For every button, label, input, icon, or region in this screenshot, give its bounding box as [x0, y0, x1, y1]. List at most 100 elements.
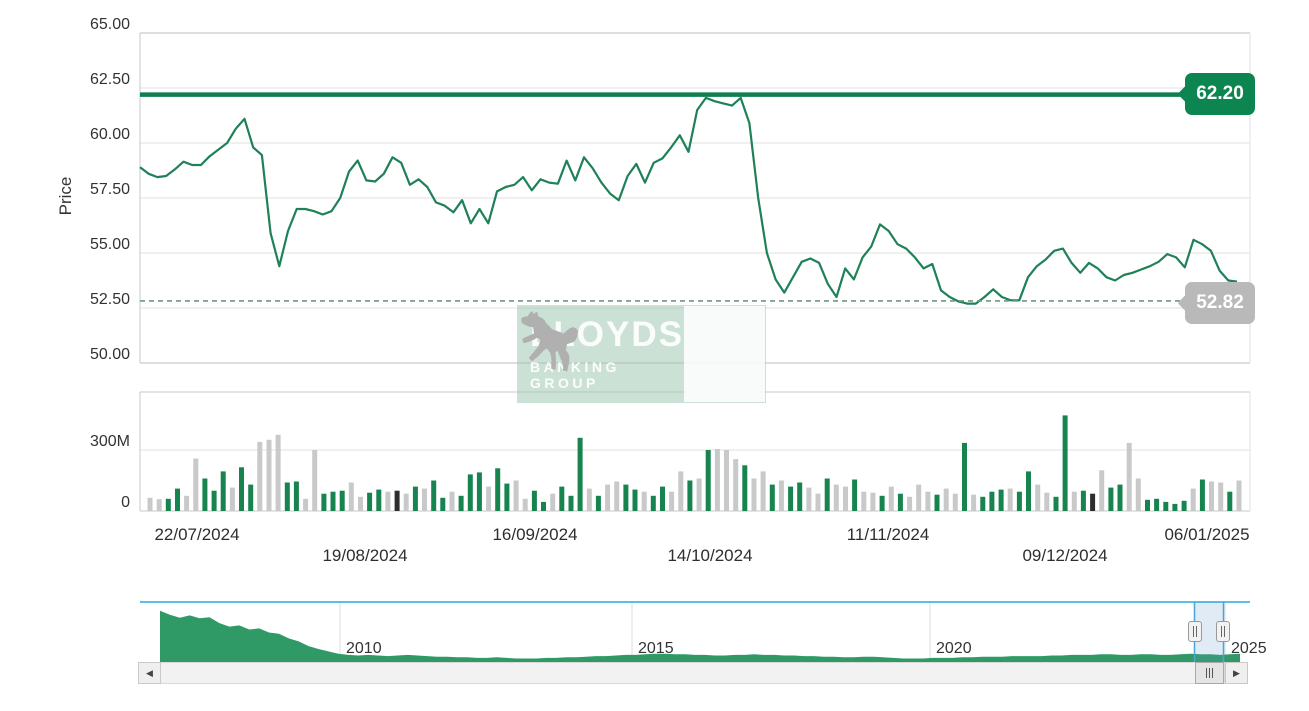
date-axis-label: 09/12/2024 [1022, 546, 1108, 565]
volume-bar [495, 468, 501, 511]
high-price-badge: 62.20 [1185, 73, 1255, 115]
volume-bar [1199, 479, 1205, 511]
volume-bar [330, 491, 336, 511]
volume-bar [165, 498, 171, 511]
volume-bar [943, 488, 949, 511]
volume-bar [1108, 487, 1114, 511]
navigator-left-handle[interactable] [1188, 621, 1202, 642]
volume-bar [541, 501, 546, 511]
date-axis-label: 06/01/2025 [1164, 525, 1250, 544]
volume-bar [1117, 484, 1123, 511]
volume-bar [687, 480, 693, 511]
volume-bar [229, 487, 235, 511]
volume-bar [531, 490, 537, 511]
volume-bar [293, 481, 299, 511]
scroll-left-icon: ◀ [146, 667, 153, 678]
volume-bar [897, 493, 903, 511]
price-axis-label: 50.00 [89, 346, 130, 363]
volume-bar [980, 496, 986, 511]
volume-bar [184, 495, 190, 512]
volume-bar [1035, 484, 1041, 511]
volume-bar [559, 486, 565, 511]
volume-bar [916, 484, 922, 511]
volume-axis-label: 300M [89, 433, 130, 450]
volume-bar [833, 484, 839, 511]
volume-bar [1181, 500, 1187, 511]
volume-bar [623, 484, 629, 511]
volume-bar [513, 480, 519, 511]
volume-bar [248, 484, 254, 511]
volume-bar [358, 496, 363, 511]
volume-bar [367, 492, 373, 511]
volume-bar [202, 478, 208, 511]
volume-bar [907, 496, 913, 511]
volume-bar [824, 478, 830, 511]
volume-bar [422, 488, 427, 511]
price-axis-label: 55.00 [89, 236, 130, 253]
scrollbar-right-button[interactable]: ▶ [1225, 662, 1248, 684]
date-axis-label: 19/08/2024 [322, 546, 408, 565]
volume-bar [1044, 492, 1050, 511]
volume-bar [797, 482, 803, 511]
price-line-series[interactable] [139, 96, 1238, 305]
scrollbar-thumb[interactable] [1195, 662, 1224, 684]
volume-bar [568, 495, 574, 512]
volume-bar [1172, 503, 1178, 511]
current-price-badge: 52.82 [1185, 282, 1255, 324]
volume-bar [147, 497, 153, 511]
navigator-right-handle[interactable] [1216, 621, 1230, 642]
navigator-year-label: 2020 [936, 640, 972, 657]
volume-bar [641, 491, 647, 511]
price-axis-label: 65.00 [89, 16, 130, 33]
volume-bar [1007, 488, 1013, 511]
volume-bar [815, 493, 821, 511]
volume-bar [843, 486, 848, 511]
date-axis-label: 11/11/2024 [846, 525, 930, 544]
volume-axis-label: 0 [121, 494, 130, 511]
black-horse-logo [521, 306, 765, 402]
volume-bar [751, 478, 757, 511]
volume-bar [879, 495, 885, 512]
volume-bar [852, 479, 858, 511]
volume-bar [586, 488, 592, 511]
volume-bar [394, 490, 400, 511]
volume-bar [339, 490, 345, 511]
volume-bar [504, 483, 510, 511]
volume-bar [1062, 415, 1068, 511]
volume-bar [239, 467, 244, 511]
volume-bar [376, 489, 382, 511]
volume-bar [1145, 499, 1150, 511]
navigator-year-label: 2010 [346, 640, 382, 657]
volume-bar [1080, 490, 1086, 511]
scrollbar-left-button[interactable]: ◀ [138, 662, 161, 684]
scroll-right-icon: ▶ [1233, 667, 1240, 678]
volume-bar [705, 450, 711, 511]
volume-bar [385, 491, 391, 511]
volume-bar [412, 486, 418, 511]
price-axis-label: 57.50 [89, 181, 130, 198]
scrollbar-track[interactable] [160, 662, 1225, 684]
volume-bar [1026, 471, 1031, 511]
volume-bar [998, 489, 1004, 511]
volume-bar [595, 495, 601, 512]
lloyds-watermark: LLOYDS BANKING GROUP [517, 305, 766, 403]
price-axis-label: 62.50 [89, 71, 130, 88]
volume-bar [156, 499, 162, 511]
volume-bar [403, 493, 409, 511]
volume-bar [614, 481, 620, 511]
volume-bar [962, 442, 967, 511]
volume-bar [742, 465, 748, 512]
volume-bar [1154, 498, 1160, 511]
volume-bar [431, 480, 437, 511]
navigator-area-series[interactable] [160, 610, 1240, 662]
volume-bar [1236, 480, 1242, 511]
volume-bar [769, 484, 775, 511]
volume-bar [321, 493, 327, 511]
volume-bar [952, 493, 958, 511]
volume-bar [550, 493, 556, 511]
volume-bar [175, 488, 180, 511]
volume-bar [934, 494, 940, 511]
volume-bar [760, 471, 766, 511]
